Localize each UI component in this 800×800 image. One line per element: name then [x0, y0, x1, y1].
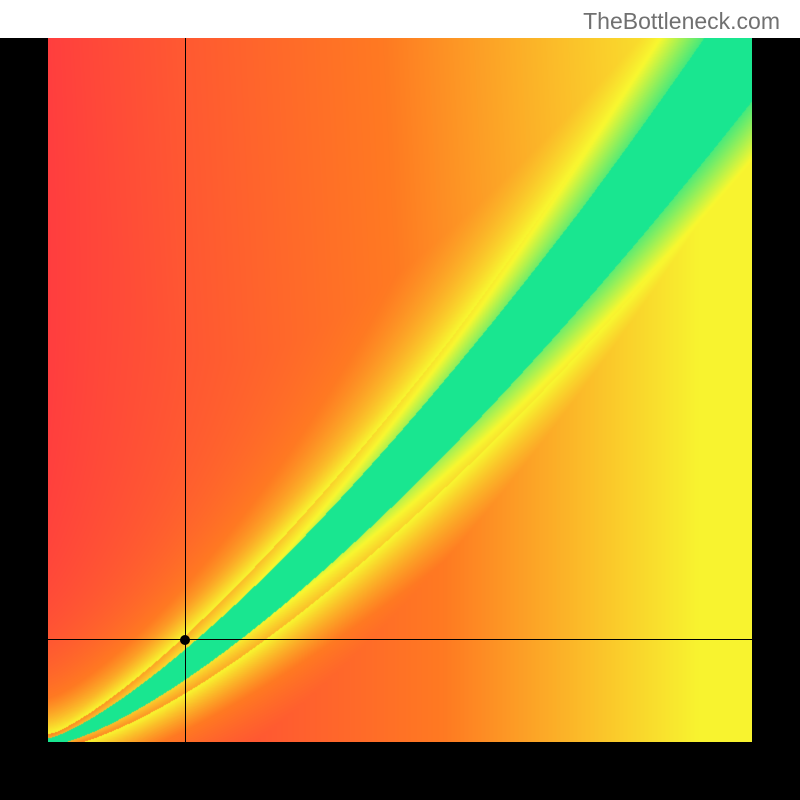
- chart-outer-frame: [0, 38, 800, 800]
- chart-container: TheBottleneck.com: [0, 0, 800, 800]
- attribution-text: TheBottleneck.com: [583, 8, 780, 35]
- crosshair-vertical: [185, 38, 186, 800]
- heatmap-canvas: [48, 38, 752, 742]
- marker-point: [180, 635, 190, 645]
- crosshair-horizontal: [0, 639, 800, 640]
